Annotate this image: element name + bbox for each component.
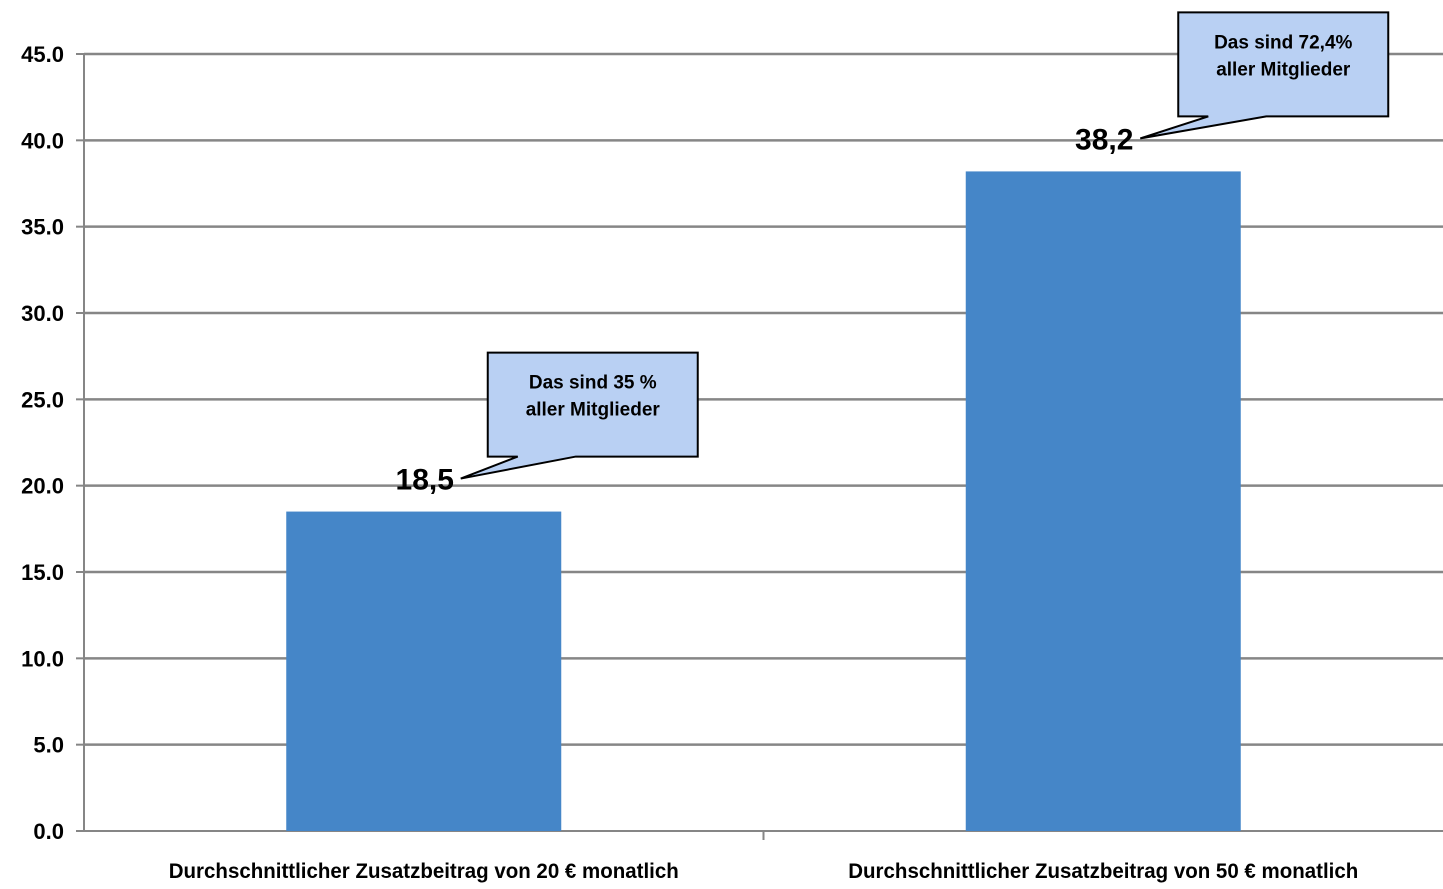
category-label: Durchschnittlicher Zusatzbeitrag von 20 … <box>169 860 679 883</box>
y-tick-label: 40.0 <box>21 128 64 153</box>
data-label: 18,5 <box>396 464 454 497</box>
y-tick-label: 45.0 <box>21 42 64 67</box>
y-tick-label: 10.0 <box>21 646 64 671</box>
y-tick-label: 5.0 <box>33 733 64 758</box>
data-label: 38,2 <box>1075 123 1133 156</box>
y-tick-label: 15.0 <box>21 560 64 585</box>
callout-text: aller Mitglieder <box>526 400 661 421</box>
category-label: Durchschnittlicher Zusatzbeitrag von 50 … <box>848 860 1358 883</box>
y-tick-label: 35.0 <box>21 215 64 240</box>
y-tick-label: 25.0 <box>21 387 64 412</box>
callout-box <box>1139 11 1390 140</box>
callout-text: Das sind 35 % <box>529 373 657 394</box>
bar <box>286 511 562 831</box>
y-tick-label: 0.0 <box>33 819 64 844</box>
bar <box>965 171 1241 831</box>
callout-box <box>460 351 699 480</box>
y-tick-label: 20.0 <box>21 474 64 499</box>
callout-text: Das sind 72,4% <box>1214 32 1352 53</box>
callout-text: aller Mitglieder <box>1216 59 1351 80</box>
y-tick-label: 30.0 <box>21 301 64 326</box>
